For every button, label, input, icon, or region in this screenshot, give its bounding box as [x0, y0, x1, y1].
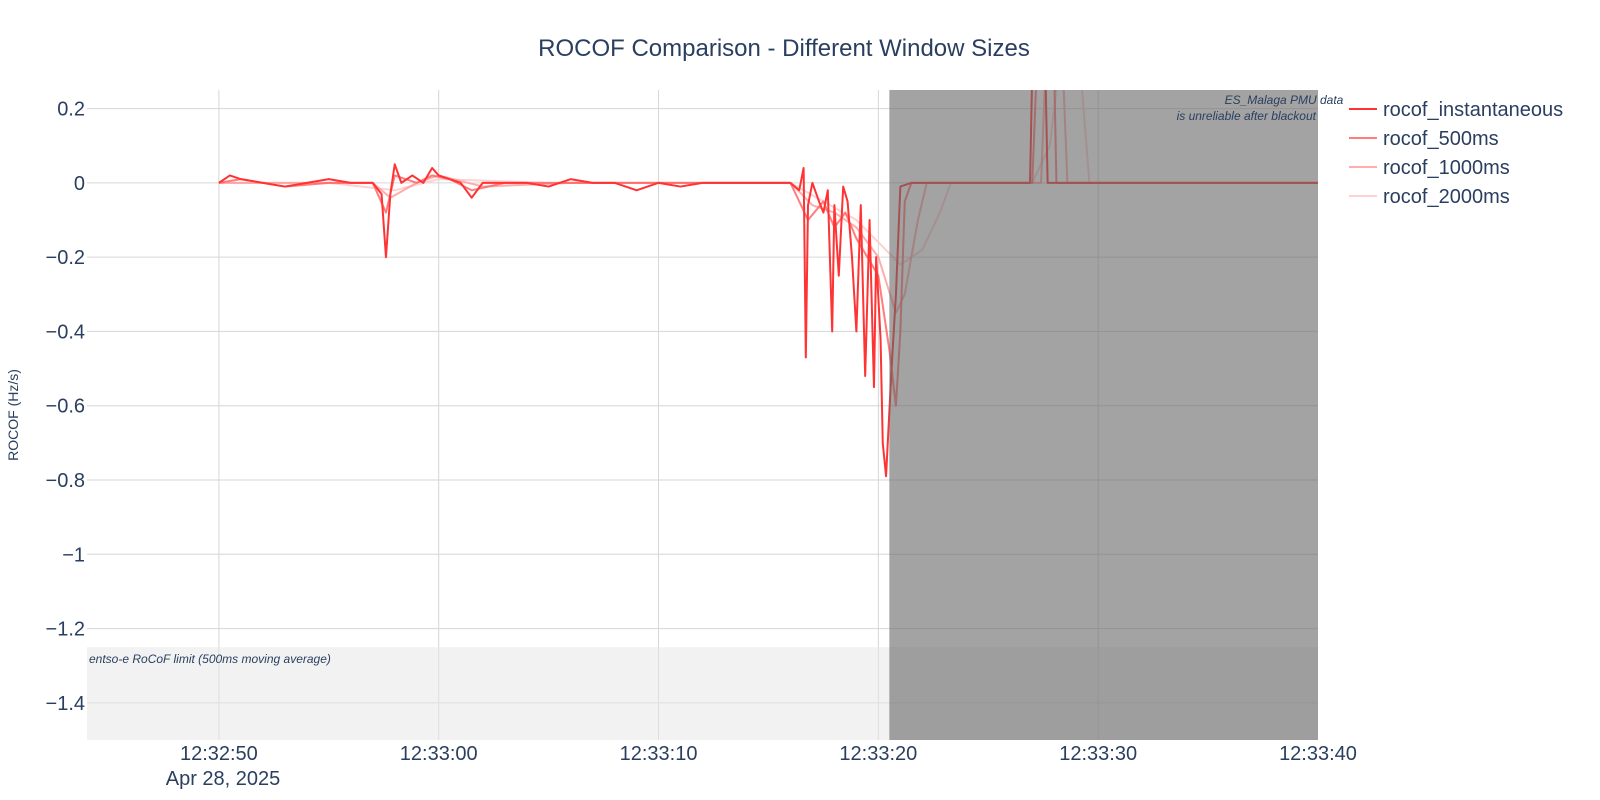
- unreliable-region: [889, 90, 1318, 740]
- chart-title: ROCOF Comparison - Different Window Size…: [538, 35, 1030, 62]
- legend-label: rocof_1000ms: [1383, 157, 1510, 179]
- legend-item-rocof-1000ms[interactable]: rocof_1000ms: [1349, 157, 1510, 179]
- legend-item-rocof-2000ms[interactable]: rocof_2000ms: [1349, 186, 1510, 208]
- x-tick-label: 12:33:20: [839, 743, 917, 765]
- y-axis-label: ROCOF (Hz/s): [5, 369, 21, 461]
- legend-item-rocof-instantaneous[interactable]: rocof_instantaneous: [1349, 99, 1563, 121]
- y-tick-label: −0.6: [46, 396, 85, 418]
- y-tick-label: 0.2: [57, 99, 85, 121]
- legend-label: rocof_2000ms: [1383, 186, 1510, 208]
- region-label-line1: ES_Malaga PMU data: [1225, 93, 1344, 107]
- region-label-line2: is unreliable after blackout: [1177, 109, 1317, 123]
- legend-item-rocof-500ms[interactable]: rocof_500ms: [1349, 128, 1499, 150]
- x-axis-date-label: Apr 28, 2025: [166, 768, 281, 790]
- tick-labels: 0.2 0 −0.2 −0.4 −0.6 −0.8 −1 −1.2 −1.4 12:32:50 12…: [46, 99, 1357, 765]
- y-tick-label: −1.4: [46, 693, 85, 715]
- limit-band-label: entso-e RoCoF limit (500ms moving averag…: [89, 652, 331, 666]
- legend-label: rocof_500ms: [1383, 128, 1499, 150]
- y-tick-label: 0: [74, 173, 85, 195]
- x-tick-label: 12:33:00: [400, 743, 478, 765]
- y-tick-label: −0.2: [46, 247, 85, 269]
- y-tick-label: −1.2: [46, 619, 85, 641]
- y-tick-label: −1: [62, 544, 85, 566]
- series-line-rocof-instantaneous: [218, 90, 1318, 478]
- legend[interactable]: rocof_instantaneous rocof_500ms rocof_1000…: [1349, 99, 1563, 208]
- y-tick-label: −0.4: [46, 321, 85, 343]
- x-tick-label: 12:33:40: [1279, 743, 1357, 765]
- x-tick-label: 12:33:30: [1059, 743, 1137, 765]
- y-tick-label: −0.8: [46, 470, 85, 492]
- x-tick-label: 12:33:10: [620, 743, 698, 765]
- legend-label: rocof_instantaneous: [1383, 99, 1563, 121]
- unreliable-region-layer: ES_Malaga PMU data is unreliable after bl…: [889, 90, 1344, 740]
- x-tick-label: 12:32:50: [180, 743, 258, 765]
